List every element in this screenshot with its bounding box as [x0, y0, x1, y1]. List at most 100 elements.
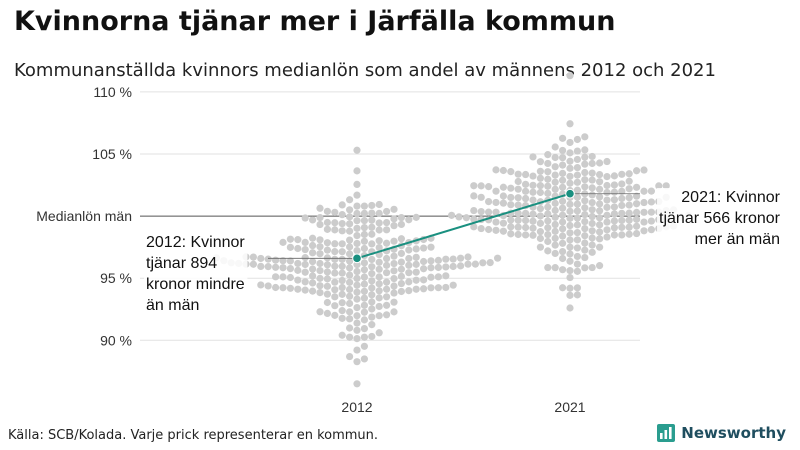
municipality-dot-2012-162 — [420, 257, 428, 266]
municipality-dot-2012-173 — [442, 255, 450, 263]
municipality-dot-2021-55 — [596, 228, 604, 236]
municipality-dot-2012-277 — [346, 206, 354, 214]
municipality-dot-2021-7 — [573, 267, 582, 275]
y-tick-label-2: 105 % — [92, 146, 132, 162]
municipality-dot-2012-165 — [427, 257, 435, 265]
municipality-dot-2021-246 — [596, 170, 604, 179]
municipality-dot-2012-231 — [294, 236, 302, 244]
municipality-dot-2012-89 — [301, 278, 309, 286]
municipality-dot-2021-273 — [559, 154, 567, 162]
municipality-dot-2012-286 — [353, 191, 361, 199]
municipality-dot-2021-270 — [603, 157, 611, 166]
municipality-dot-2012-193 — [316, 250, 324, 258]
municipality-dot-2012-247 — [360, 223, 368, 232]
municipality-dot-2012-73 — [442, 283, 450, 292]
municipality-dot-2012-143 — [323, 261, 331, 269]
municipality-dot-2021-264 — [559, 161, 567, 169]
municipality-dot-2012-132 — [272, 263, 280, 271]
municipality-dot-2021-181 — [625, 194, 633, 202]
municipality-dot-2021-147 — [536, 204, 545, 213]
municipality-dot-2012-282 — [368, 201, 376, 210]
municipality-dot-2012-194 — [397, 249, 405, 258]
municipality-dot-2012-109 — [346, 271, 354, 279]
municipality-dot-2021-116 — [588, 212, 596, 221]
municipality-dot-2021-33 — [581, 239, 589, 247]
municipality-dot-2021-135 — [647, 208, 656, 216]
brand-name: Newsworthy — [681, 424, 786, 442]
municipality-dot-2012-224 — [279, 238, 287, 246]
municipality-dot-2021-199 — [610, 188, 619, 196]
municipality-dot-2021-95 — [544, 217, 552, 225]
municipality-dot-2012-119 — [390, 267, 398, 275]
municipality-dot-2021-278 — [544, 151, 552, 159]
municipality-dot-2012-256 — [383, 218, 391, 227]
municipality-dot-2012-255 — [331, 219, 339, 227]
municipality-dot-2021-78 — [470, 223, 478, 231]
municipality-dot-2012-110 — [368, 270, 376, 278]
municipality-dot-2012-103 — [279, 273, 287, 281]
municipality-dot-2012-179 — [457, 254, 465, 262]
municipality-dot-2021-279 — [566, 149, 574, 157]
municipality-dot-2021-202 — [640, 187, 648, 195]
municipality-dot-2012-181 — [323, 254, 331, 262]
municipality-dot-2012-228 — [375, 237, 383, 245]
municipality-dot-2021-130 — [625, 209, 633, 217]
municipality-dot-2012-164 — [286, 257, 294, 265]
municipality-dot-2012-61 — [346, 285, 354, 294]
municipality-dot-2021-9 — [559, 266, 567, 274]
municipality-dot-2021-32 — [559, 239, 567, 247]
municipality-dot-2012-98 — [316, 274, 324, 282]
municipality-dot-2012-79 — [449, 281, 457, 289]
municipality-dot-2012-69 — [279, 284, 287, 292]
municipality-dot-2021-39 — [551, 234, 559, 242]
municipality-dot-2012-44 — [375, 294, 383, 302]
municipality-dot-2012-115 — [301, 268, 309, 276]
municipality-dot-2012-215 — [309, 241, 317, 250]
municipality-dot-2012-252 — [346, 220, 354, 228]
municipality-dot-2012-124 — [397, 265, 405, 273]
municipality-dot-2012-34 — [331, 302, 339, 310]
municipality-dot-2012-101 — [360, 273, 368, 281]
municipality-dot-2012-211 — [427, 243, 435, 251]
municipality-dot-2021-179 — [618, 194, 626, 203]
municipality-dot-2021-138 — [477, 207, 485, 216]
municipality-dot-2021-0 — [566, 304, 574, 312]
municipality-dot-2012-47 — [346, 292, 354, 300]
municipality-dot-2021-201 — [618, 187, 626, 195]
municipality-dot-2021-285 — [573, 135, 582, 144]
municipality-dot-2021-289 — [566, 72, 574, 80]
municipality-dot-2021-245 — [551, 171, 559, 179]
municipality-dot-2021-251 — [559, 169, 567, 177]
municipality-dot-2012-158 — [486, 259, 494, 267]
municipality-dot-2021-186 — [573, 193, 582, 201]
municipality-dot-2012-205 — [412, 245, 420, 253]
municipality-dot-2012-46 — [383, 293, 391, 301]
municipality-dot-2021-177 — [610, 196, 619, 204]
municipality-dot-2012-265 — [316, 213, 324, 222]
municipality-dot-2012-279 — [316, 204, 324, 212]
municipality-dot-2021-222 — [470, 182, 478, 190]
municipality-dot-2012-258 — [353, 217, 361, 225]
municipality-dot-2021-141 — [596, 207, 604, 215]
municipality-dot-2021-83 — [596, 221, 604, 229]
municipality-dot-2021-14 — [596, 262, 604, 270]
municipality-dot-2021-34 — [544, 237, 552, 246]
municipality-dot-2021-1 — [566, 291, 574, 299]
municipality-dot-2012-145 — [301, 260, 309, 269]
municipality-dot-2021-52 — [633, 229, 641, 238]
municipality-dot-2021-63 — [647, 226, 656, 234]
municipality-dot-2021-88 — [603, 218, 611, 226]
municipality-dot-2021-112 — [462, 214, 470, 222]
municipality-dot-2012-90 — [368, 277, 376, 285]
municipality-dot-2021-160 — [573, 200, 582, 208]
municipality-dot-2021-82 — [573, 221, 582, 229]
municipality-dot-2012-152 — [316, 259, 324, 268]
municipality-dot-2012-57 — [375, 287, 383, 295]
municipality-dot-2012-38 — [338, 299, 346, 307]
municipality-dot-2012-99 — [286, 273, 294, 282]
municipality-dot-2012-97 — [353, 274, 361, 282]
municipality-dot-2021-189 — [633, 192, 641, 200]
municipality-dot-2021-228 — [618, 180, 626, 188]
municipality-dot-2021-134 — [492, 208, 500, 216]
municipality-dot-2012-111 — [338, 269, 346, 277]
